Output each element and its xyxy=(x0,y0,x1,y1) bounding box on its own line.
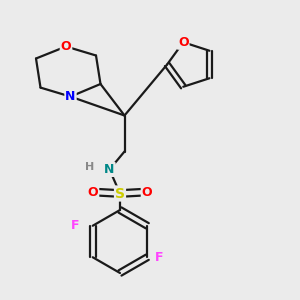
Text: O: O xyxy=(61,40,71,53)
Text: H: H xyxy=(85,162,94,172)
Text: S: S xyxy=(115,187,125,200)
Text: O: O xyxy=(178,36,189,49)
Text: F: F xyxy=(155,251,164,264)
Text: N: N xyxy=(65,90,76,103)
Text: O: O xyxy=(142,185,152,199)
Text: N: N xyxy=(104,163,115,176)
Text: O: O xyxy=(88,185,98,199)
Text: F: F xyxy=(70,219,79,232)
